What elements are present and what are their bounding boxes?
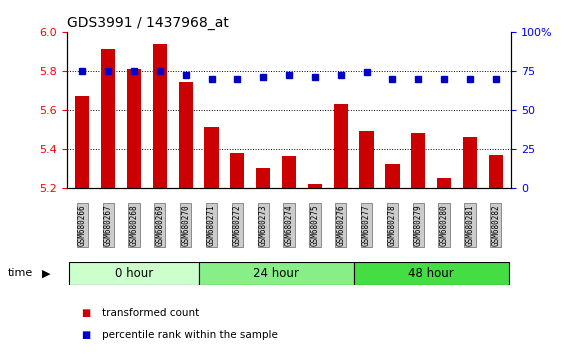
Bar <box>101 50 115 188</box>
Text: percentile rank within the sample: percentile rank within the sample <box>102 330 278 339</box>
Text: 0 hour: 0 hour <box>115 267 153 280</box>
Bar <box>69 262 199 285</box>
Bar <box>127 69 141 188</box>
Bar <box>256 168 270 188</box>
Text: ■: ■ <box>81 330 91 339</box>
Text: GDS3991 / 1437968_at: GDS3991 / 1437968_at <box>67 16 229 30</box>
Bar <box>230 153 245 188</box>
Text: GSM680270: GSM680270 <box>181 204 190 246</box>
Bar <box>360 131 374 188</box>
Text: transformed count: transformed count <box>102 308 199 318</box>
Bar <box>385 164 400 188</box>
Bar <box>75 96 89 188</box>
Bar <box>205 127 218 188</box>
Text: 24 hour: 24 hour <box>253 267 299 280</box>
Bar <box>354 262 509 285</box>
Text: GSM680279: GSM680279 <box>414 204 423 246</box>
Bar <box>489 154 503 188</box>
Bar <box>153 44 167 188</box>
Text: GSM680268: GSM680268 <box>130 204 138 246</box>
Bar <box>199 262 354 285</box>
Text: GSM680272: GSM680272 <box>233 204 242 246</box>
Text: time: time <box>8 268 33 278</box>
Text: ■: ■ <box>81 308 91 318</box>
Bar <box>437 178 451 188</box>
Bar <box>178 82 193 188</box>
Text: GSM680267: GSM680267 <box>103 204 113 246</box>
Bar <box>463 137 477 188</box>
Text: GSM680282: GSM680282 <box>492 204 500 246</box>
Text: GSM680269: GSM680269 <box>155 204 164 246</box>
Text: 48 hour: 48 hour <box>408 267 454 280</box>
Bar <box>333 104 348 188</box>
Text: GSM680278: GSM680278 <box>388 204 397 246</box>
Text: GSM680273: GSM680273 <box>259 204 268 246</box>
Text: GSM680271: GSM680271 <box>207 204 216 246</box>
Text: GSM680276: GSM680276 <box>336 204 345 246</box>
Bar <box>411 133 425 188</box>
Text: GSM680274: GSM680274 <box>285 204 293 246</box>
Bar <box>282 156 296 188</box>
Text: GSM680266: GSM680266 <box>78 204 87 246</box>
Text: GSM680280: GSM680280 <box>440 204 449 246</box>
Text: GSM680277: GSM680277 <box>362 204 371 246</box>
Bar <box>308 184 322 188</box>
Text: GSM680275: GSM680275 <box>310 204 320 246</box>
Text: GSM680281: GSM680281 <box>465 204 475 246</box>
Text: ▶: ▶ <box>42 268 51 278</box>
